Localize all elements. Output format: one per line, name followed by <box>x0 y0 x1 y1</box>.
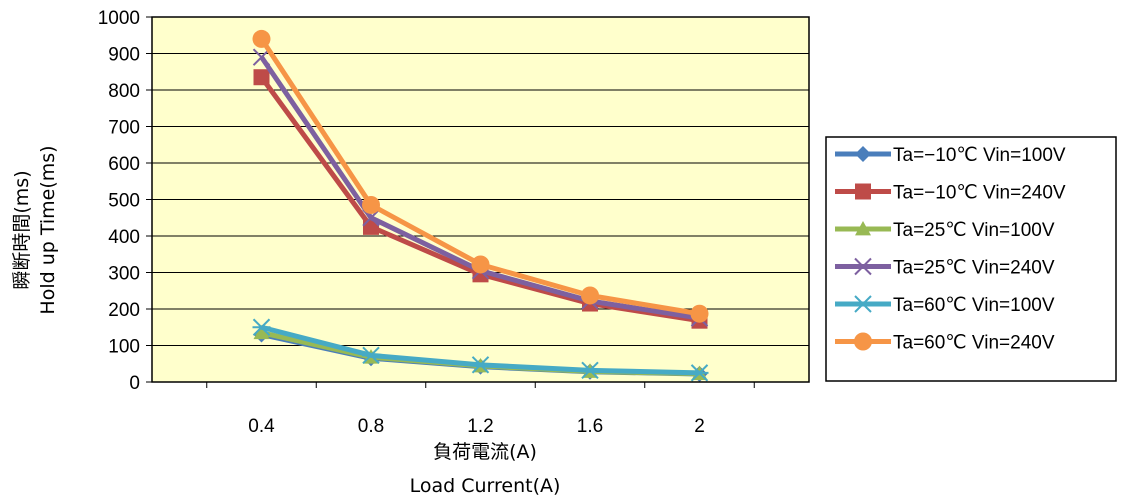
legend-item: Ta=60℃ Vin=240V <box>835 332 1055 354</box>
y-tick-label: 300 <box>108 264 140 285</box>
series-group <box>252 29 709 323</box>
y-tick-label: 100 <box>108 337 140 358</box>
data-point-marker <box>471 255 490 274</box>
x-tick-label: 0.4 <box>248 416 275 437</box>
x-tick-label: 1.2 <box>467 416 493 437</box>
y-tick-label: 1000 <box>98 8 140 29</box>
x-axis-title-en: Load Current(A) <box>410 475 561 497</box>
legend: Ta=−10℃ Vin=100V Ta=−10℃ Vin=240V Ta=25℃ V… <box>825 136 1117 382</box>
data-point-marker <box>581 361 599 380</box>
legend-label: Ta=60℃ Vin=100V <box>893 295 1055 316</box>
series-group <box>252 318 709 382</box>
x-axis-title: 負荷電流(A) <box>433 441 537 463</box>
data-point-marker <box>253 69 270 86</box>
x-tick-label: 1.6 <box>577 416 603 437</box>
y-axis-title-en: Hold up Time(ms) <box>37 145 59 314</box>
y-axis-title: 瞬断時間(ms) <box>11 170 33 289</box>
legend-label: Ta=60℃ Vin=240V <box>893 333 1055 354</box>
data-point-marker <box>362 346 380 365</box>
y-tick-label: 500 <box>108 191 140 212</box>
legend-label: Ta=−10℃ Vin=240V <box>893 183 1066 204</box>
data-point-marker <box>855 146 871 162</box>
x-tick-label: 0.8 <box>358 416 384 437</box>
data-point-marker <box>362 209 380 227</box>
y-tick-label: 900 <box>108 45 140 66</box>
y-tick-label: 400 <box>108 227 140 248</box>
data-point-marker <box>252 29 271 48</box>
y-tick-labels: 0 100 200 300 400 500 600 700 800 900 1000 <box>98 8 140 394</box>
y-tick-label: 0 <box>129 373 140 394</box>
series-layer <box>252 29 709 382</box>
legend-item: Ta=25℃ Vin=240V <box>835 258 1055 279</box>
legend-label: Ta=25℃ Vin=100V <box>893 220 1055 241</box>
y-tick-label: 700 <box>108 118 140 139</box>
legend-item: Ta=−10℃ Vin=240V <box>835 183 1066 204</box>
data-point-marker <box>854 332 872 351</box>
data-point-marker <box>855 221 871 236</box>
y-tick-label: 800 <box>108 81 140 102</box>
data-point-marker <box>253 324 270 340</box>
data-point-marker <box>252 48 271 66</box>
data-point-marker <box>854 295 872 313</box>
legend-item: Ta=25℃ Vin=100V <box>835 220 1055 241</box>
legend-label: Ta=−10℃ Vin=100V <box>893 145 1066 166</box>
x-tick-label: 2 <box>694 416 705 437</box>
data-point-marker <box>690 304 709 323</box>
legend-label: Ta=25℃ Vin=240V <box>893 258 1055 279</box>
data-point-marker <box>690 364 709 382</box>
legend-item: Ta=−10℃ Vin=100V <box>835 145 1066 166</box>
x-tick-labels: 0.4 0.8 1.2 1.6 2 <box>248 416 705 437</box>
data-point-marker <box>362 195 380 214</box>
data-point-marker <box>581 286 599 305</box>
data-point-marker <box>252 318 271 336</box>
y-tick-label: 600 <box>108 154 140 175</box>
data-point-marker <box>855 183 871 200</box>
data-point-marker <box>471 356 490 374</box>
legend-item: Ta=60℃ Vin=100V <box>835 295 1055 316</box>
y-tick-label: 200 <box>108 300 140 321</box>
data-point-marker <box>854 257 872 276</box>
plot-border <box>151 16 810 383</box>
legend-items: Ta=−10℃ Vin=100V Ta=−10℃ Vin=240V Ta=25℃ V… <box>835 145 1066 354</box>
